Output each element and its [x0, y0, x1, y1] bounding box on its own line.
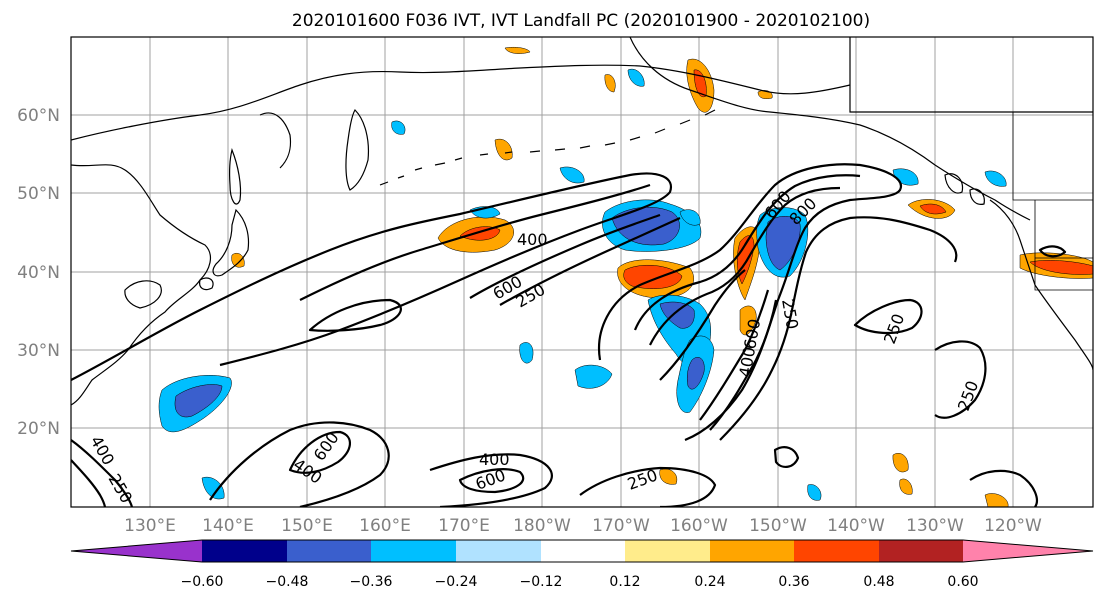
colorbar-tick-label: 0.12: [609, 574, 640, 590]
colorbar-tick-label: −0.12: [520, 574, 563, 590]
lon-label: 140°W: [827, 516, 885, 536]
colorbar-segment: [879, 540, 963, 562]
map-frame: [70, 36, 1094, 508]
colorbar-segment: [456, 540, 541, 562]
political-borders: [849, 37, 1093, 291]
contour-label: 400: [479, 450, 510, 469]
colorbar-segment: [625, 540, 710, 562]
colorbar-segment: [710, 540, 794, 562]
lon-label: 170°W: [592, 516, 650, 536]
colorbar-tick-label: 0.60: [947, 574, 978, 590]
colorbar-segment: [541, 540, 625, 562]
colorbar-outline: [70, 539, 1094, 563]
lon-label: 180°W: [513, 516, 571, 536]
colorbar-tick-label: −0.24: [435, 574, 478, 590]
colorbar-segment: [963, 540, 1093, 562]
colorbar: −0.60 −0.48 −0.36 −0.24 −0.12 0.12 0.24 …: [70, 539, 1094, 590]
graticule: [71, 37, 1093, 507]
colorbar-segment: [202, 540, 287, 562]
colorbar-segment: [287, 540, 371, 562]
lon-label: 170°E: [438, 516, 490, 536]
lon-label: 150°W: [749, 516, 807, 536]
latitude-labels: 60°N 50°N 40°N 30°N 20°N: [17, 106, 60, 439]
lon-label: 140°E: [202, 516, 254, 536]
colorbar-tick-label: 0.24: [694, 574, 725, 590]
colorbar-segment: [794, 540, 879, 562]
colorbar-tick-label: −0.36: [350, 574, 393, 590]
lon-label: 130°W: [906, 516, 964, 536]
contour-label: 400: [517, 230, 548, 249]
coastlines: [71, 37, 1093, 406]
ivt-contours: [71, 163, 1067, 507]
colorbar-segment: [371, 540, 456, 562]
colorbar-tick-label: 0.36: [778, 574, 809, 590]
lon-label: 160°E: [359, 516, 411, 536]
lat-label: 50°N: [17, 184, 60, 204]
longitude-labels: 130°E 140°E 150°E 160°E 170°E 180°W 170°…: [124, 516, 1042, 536]
lon-label: 130°E: [124, 516, 176, 536]
colorbar-tick-label: 0.48: [863, 574, 894, 590]
lon-label: 150°E: [281, 516, 333, 536]
colorbar-tick-label: −0.48: [266, 574, 309, 590]
map-title: 2020101600 F036 IVT, IVT Landfall PC (20…: [292, 11, 870, 31]
colorbar-segment: [71, 540, 202, 562]
colorbar-tick-label: −0.60: [181, 574, 224, 590]
lon-label: 120°W: [984, 516, 1042, 536]
lat-label: 60°N: [17, 106, 60, 126]
lat-label: 20°N: [17, 419, 60, 439]
lat-label: 30°N: [17, 341, 60, 361]
lat-label: 40°N: [17, 263, 60, 283]
lon-label: 160°W: [670, 516, 728, 536]
colorbar-ticks: −0.60 −0.48 −0.36 −0.24 −0.12 0.12 0.24 …: [181, 574, 979, 590]
